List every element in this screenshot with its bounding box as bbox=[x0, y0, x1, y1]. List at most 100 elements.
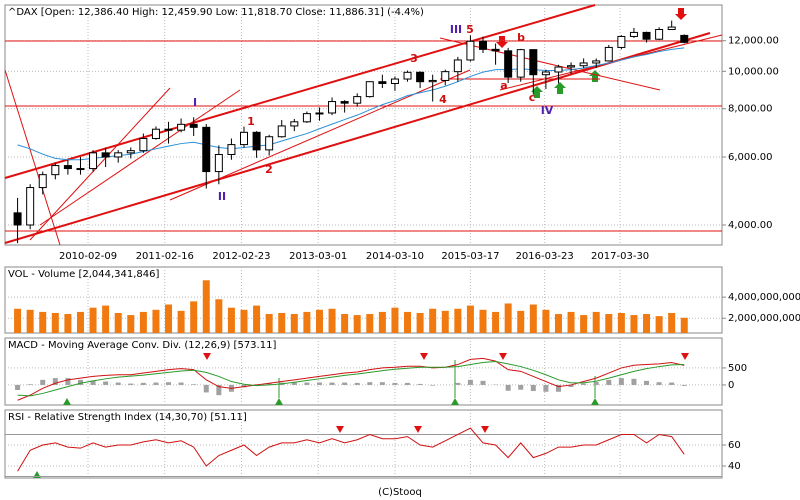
histogram-bar bbox=[128, 383, 134, 385]
volume-bar bbox=[353, 315, 361, 333]
candle-body bbox=[265, 136, 274, 151]
volume-bar bbox=[165, 304, 173, 333]
candle-body bbox=[151, 128, 160, 139]
histogram-bar bbox=[166, 382, 172, 385]
candle-body bbox=[416, 71, 425, 83]
volume-bar bbox=[668, 312, 676, 333]
histogram-bar bbox=[417, 383, 423, 385]
sell-marker bbox=[336, 426, 344, 433]
macd-panel bbox=[4, 337, 723, 406]
histogram-bar bbox=[518, 384, 524, 390]
sell-marker bbox=[681, 353, 689, 360]
buy-marker bbox=[591, 398, 599, 405]
volume-bar bbox=[643, 314, 651, 333]
x-tick-label: 2012-02-23 bbox=[212, 251, 270, 262]
histogram-bar bbox=[316, 382, 322, 385]
candle-body bbox=[38, 174, 47, 189]
candle-body bbox=[26, 187, 35, 226]
candle-body bbox=[240, 131, 248, 146]
y-tick-label: 60 bbox=[728, 440, 741, 451]
sell-arrow bbox=[496, 36, 508, 48]
volume-bar bbox=[404, 311, 412, 333]
volume-bar bbox=[51, 312, 59, 333]
histogram-bar bbox=[656, 382, 662, 385]
candle-body bbox=[164, 128, 173, 131]
candle-body bbox=[177, 123, 186, 131]
candle-body bbox=[202, 126, 211, 173]
sell-marker bbox=[481, 426, 489, 433]
volume-bar bbox=[253, 305, 261, 333]
volume-bar bbox=[328, 308, 336, 333]
volume-bar bbox=[303, 311, 311, 333]
y-tick-label: 4,000.00 bbox=[728, 220, 773, 231]
histogram-bar bbox=[216, 384, 222, 396]
trend-line bbox=[29, 87, 171, 241]
candle-body bbox=[504, 50, 513, 78]
channel-line bbox=[4, 4, 596, 179]
volume-bar bbox=[76, 311, 84, 333]
candle-body bbox=[567, 65, 576, 68]
histogram-bar bbox=[467, 379, 473, 385]
candle-body bbox=[516, 49, 525, 78]
volume-bar bbox=[630, 315, 638, 333]
candle-body bbox=[629, 31, 638, 37]
y-tick-label: 40 bbox=[728, 461, 741, 472]
histogram-bar bbox=[430, 384, 436, 386]
candle-body bbox=[51, 165, 60, 176]
candle-body bbox=[277, 125, 286, 138]
x-tick-label: 2014-03-10 bbox=[366, 251, 424, 262]
candle-body bbox=[126, 150, 135, 154]
y-tick-label: 10,000.00 bbox=[728, 66, 779, 77]
candle-body bbox=[252, 131, 261, 151]
volume-bar bbox=[504, 303, 512, 333]
sell-marker bbox=[203, 353, 211, 360]
candle-body bbox=[365, 81, 374, 98]
candle-body bbox=[227, 144, 236, 155]
volume-bar bbox=[14, 308, 22, 333]
wave-label: 4 bbox=[439, 93, 447, 106]
candle-body bbox=[328, 101, 337, 114]
volume-panel bbox=[4, 266, 723, 334]
candle-body bbox=[315, 112, 324, 115]
panel-title: ^DAX [Open: 12,386.40 High: 12,459.90 Lo… bbox=[8, 7, 424, 18]
volume-bar bbox=[441, 310, 449, 333]
volume-bar bbox=[466, 305, 474, 333]
trend-line bbox=[439, 37, 661, 91]
histogram-bar bbox=[480, 380, 486, 385]
series-line bbox=[17, 427, 685, 472]
volume-bar bbox=[517, 310, 525, 333]
volume-bar bbox=[290, 314, 298, 333]
histogram-bar bbox=[631, 378, 637, 385]
candle-body bbox=[680, 34, 689, 43]
candle-body bbox=[541, 71, 550, 76]
trend-line bbox=[4, 69, 61, 246]
volume-bar bbox=[554, 314, 562, 333]
histogram-bar bbox=[241, 384, 247, 388]
candle-body bbox=[403, 71, 412, 80]
volume-bar bbox=[479, 309, 487, 333]
candle-body bbox=[441, 71, 450, 81]
histogram-bar bbox=[140, 382, 146, 385]
volume-bar bbox=[215, 299, 223, 333]
candle-body bbox=[529, 49, 538, 76]
histogram-bar bbox=[304, 382, 310, 385]
y-tick-label: 500 bbox=[728, 363, 747, 374]
histogram-bar bbox=[606, 379, 612, 385]
candle-body bbox=[302, 113, 311, 123]
volume-bar bbox=[454, 308, 462, 333]
histogram-bar bbox=[77, 379, 83, 385]
volume-bar bbox=[240, 309, 248, 333]
trend-line bbox=[39, 89, 241, 226]
candle-body bbox=[579, 62, 588, 67]
candle-body bbox=[592, 60, 601, 64]
y-tick-label: 12,000.00 bbox=[728, 36, 779, 47]
histogram-bar bbox=[266, 383, 272, 385]
histogram-bar bbox=[405, 382, 411, 385]
histogram-bar bbox=[530, 384, 536, 392]
volume-bar bbox=[492, 311, 500, 333]
volume-bar bbox=[39, 311, 47, 333]
histogram-bar bbox=[581, 383, 587, 385]
wave-label: II bbox=[218, 190, 226, 203]
candle-body bbox=[76, 168, 85, 171]
